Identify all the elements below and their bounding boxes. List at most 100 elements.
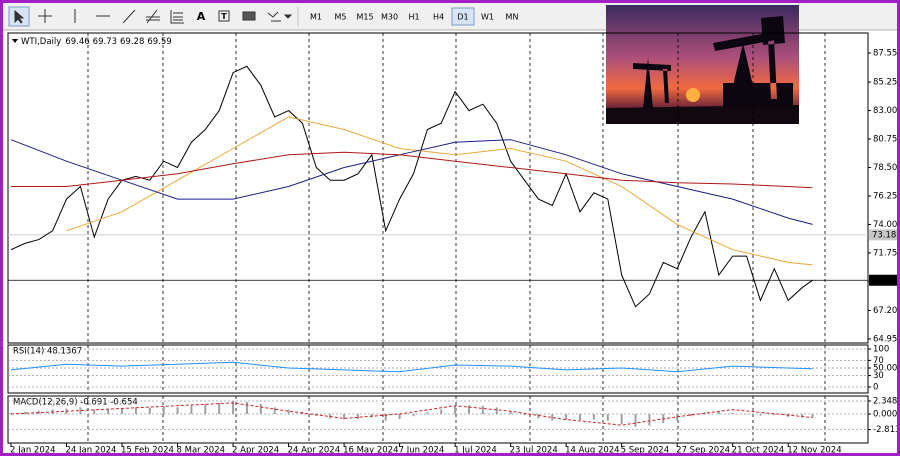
price-level-box bbox=[869, 229, 897, 241]
fibo-icon[interactable] bbox=[170, 10, 184, 24]
histogram-bar bbox=[537, 414, 540, 419]
y-tick-label: 67.20 bbox=[873, 306, 897, 316]
photo-ground bbox=[606, 105, 799, 124]
label-tool-letter: T bbox=[221, 12, 227, 21]
y-tick-label: 100 bbox=[873, 344, 889, 354]
price-level-label: 69.59 bbox=[872, 276, 896, 286]
histogram-bar bbox=[245, 401, 248, 415]
histogram-bar bbox=[745, 414, 748, 415]
histogram-bar bbox=[509, 411, 512, 415]
histogram-bar bbox=[398, 414, 401, 420]
x-tick-label: 21 Oct 2024 bbox=[732, 446, 785, 454]
timeframe-button[interactable]: M30 bbox=[381, 13, 398, 22]
histogram-bar bbox=[259, 404, 262, 415]
histogram-bar bbox=[703, 412, 706, 415]
y-tick-label: 50.000 bbox=[873, 363, 897, 373]
histogram-bar bbox=[287, 409, 290, 415]
y-tick-label: 87.55 bbox=[873, 48, 897, 58]
histogram-bar bbox=[162, 406, 165, 415]
histogram-bar bbox=[648, 414, 651, 426]
x-tick-label: 14 Aug 2024 bbox=[565, 446, 619, 454]
histogram-bar bbox=[676, 414, 679, 421]
histogram-bar bbox=[23, 411, 26, 415]
histogram-bar bbox=[107, 409, 110, 415]
histogram-bar bbox=[79, 407, 82, 415]
channel-icon[interactable] bbox=[146, 9, 160, 24]
series-line bbox=[11, 151, 813, 189]
y-tick-label: 74.00 bbox=[873, 220, 897, 230]
price-level-label: 73.18 bbox=[872, 230, 896, 240]
histogram-bar bbox=[592, 414, 595, 420]
oil-photo bbox=[606, 5, 799, 124]
cursor-icon bbox=[14, 9, 25, 24]
timeframe-button[interactable]: H1 bbox=[408, 13, 419, 22]
histogram-bar bbox=[620, 414, 623, 424]
period-separators bbox=[87, 33, 826, 443]
dropdown-icon[interactable] bbox=[283, 14, 293, 19]
histogram-bar bbox=[481, 405, 484, 415]
y-tick-label: 78.50 bbox=[873, 163, 897, 173]
histogram-bar bbox=[10, 412, 12, 415]
x-tick-label: 2 Jan 2024 bbox=[10, 446, 56, 454]
histogram-bar bbox=[579, 414, 582, 421]
histogram-bar bbox=[370, 414, 373, 418]
macd-panel bbox=[7, 395, 869, 444]
timeframe-button[interactable]: M1 bbox=[310, 13, 322, 22]
crosshair-icon[interactable] bbox=[38, 9, 52, 23]
histogram-bar bbox=[690, 414, 693, 417]
toolbar-tools bbox=[8, 6, 299, 27]
pump-1 bbox=[633, 58, 671, 108]
price-header: WTI,Daily 69.46 69.73 69.28 69.59 bbox=[21, 37, 172, 47]
timeframe-button[interactable]: W1 bbox=[481, 13, 494, 22]
histogram-bar bbox=[495, 407, 498, 415]
text-tool[interactable]: A bbox=[197, 10, 206, 23]
x-tick-label: 7 Jun 2024 bbox=[399, 446, 445, 454]
price-panel bbox=[7, 32, 869, 344]
timeframe-button[interactable]: M5 bbox=[335, 13, 347, 22]
pump-2 bbox=[713, 16, 793, 107]
histogram-bar bbox=[731, 412, 734, 415]
timeframe-button[interactable]: D1 bbox=[457, 13, 468, 22]
histogram-bar bbox=[384, 414, 387, 421]
timeframe-button[interactable]: MN bbox=[506, 13, 519, 22]
series-line bbox=[10, 139, 813, 225]
trendline-icon[interactable] bbox=[122, 9, 136, 24]
timeframe-button[interactable]: M15 bbox=[356, 13, 373, 22]
histogram-bar bbox=[426, 412, 429, 415]
y-tick-label: 30 bbox=[873, 371, 884, 381]
histogram-bar bbox=[343, 414, 346, 420]
histogram-bar bbox=[565, 414, 568, 420]
y-tick-label: 2.348 bbox=[873, 396, 897, 406]
header-arrow bbox=[12, 39, 18, 43]
histogram-bar bbox=[551, 414, 554, 421]
shapes-icon[interactable] bbox=[267, 11, 281, 22]
x-tick-label: 1 Jul 2024 bbox=[454, 446, 497, 454]
x-tick-label: 24 Apr 2024 bbox=[288, 446, 341, 454]
timeframes: M1 M5 M15 M30 H1 H4 D1 W1 MN bbox=[310, 7, 519, 26]
label-icon[interactable] bbox=[218, 10, 230, 22]
high: 69.73 bbox=[93, 37, 117, 47]
x-tick-label: 2 Apr 2024 bbox=[232, 446, 279, 454]
histogram-bar bbox=[606, 414, 609, 421]
x-tick-label: 8 Mar 2024 bbox=[177, 446, 225, 454]
close: 69.59 bbox=[147, 37, 171, 47]
histogram-bar bbox=[717, 411, 720, 415]
timeframe-button[interactable]: H4 bbox=[433, 13, 444, 22]
histogram-bar bbox=[148, 407, 151, 415]
y-tick-label: 70 bbox=[873, 356, 884, 366]
rect-icon[interactable] bbox=[242, 11, 256, 21]
macd-title: MACD(12,26,9) -0.691 -0.654 bbox=[13, 398, 138, 408]
y-tick-label: 80.75 bbox=[873, 135, 897, 145]
rsi-title: RSI(14) 48.1367 bbox=[13, 347, 82, 357]
histogram-bar bbox=[523, 414, 526, 416]
histogram-bar bbox=[811, 414, 814, 418]
histogram-bar bbox=[232, 401, 235, 415]
y-tick-label: 71.75 bbox=[873, 248, 897, 258]
histogram-bar bbox=[454, 406, 457, 415]
y-tick-label: 64.95 bbox=[873, 334, 897, 344]
histogram-bar bbox=[190, 405, 193, 415]
x-tick-label: 24 Jan 2024 bbox=[66, 446, 117, 454]
histogram-bar bbox=[218, 402, 221, 415]
y-tick-label: -2.813 bbox=[873, 425, 897, 435]
